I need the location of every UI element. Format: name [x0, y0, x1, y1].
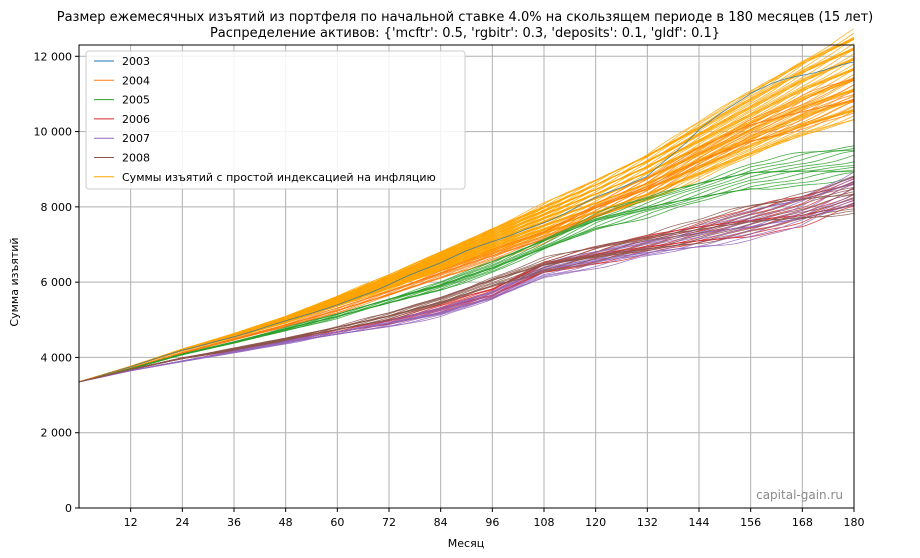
series-line-2007	[78, 186, 855, 383]
series-line-2005	[78, 149, 855, 383]
series-lines	[78, 28, 855, 383]
x-axis-label: Месяц	[448, 537, 484, 550]
legend-entry: 2003	[122, 55, 150, 68]
legend-entry: 2006	[122, 113, 150, 126]
y-tick-label: 8 000	[41, 201, 73, 214]
legend: 2003 2004 2005 2006 2007 2008 Суммы изъятий с …	[85, 50, 466, 190]
x-tick-label: 180	[844, 516, 865, 529]
x-tick-label: 120	[585, 516, 606, 529]
plot-frame	[78, 44, 855, 509]
y-axis-ticks: 0 2 000 4 000 6 000 8 000 10 000 12 000	[34, 50, 79, 515]
x-tick-label: 24	[175, 516, 189, 529]
series-line-2005	[78, 145, 855, 383]
series-line-2008	[78, 191, 855, 383]
x-tick-label: 36	[227, 516, 241, 529]
y-tick-label: 2 000	[41, 427, 73, 440]
chart-title: Размер ежемесячных изъятий из портфеля п…	[57, 10, 874, 25]
x-axis-ticks: 12 24 36 48 60 72 84 96 108 120 132 144 156 168 180	[124, 508, 865, 529]
series-line-2006	[78, 198, 855, 383]
legend-entry: 2008	[122, 152, 150, 165]
x-tick-label: 12	[124, 516, 138, 529]
series-line-2004	[78, 77, 855, 383]
x-tick-label: 72	[382, 516, 396, 529]
legend-entry: 2005	[122, 94, 150, 107]
series-line-2006	[78, 187, 855, 383]
series-line-2008	[78, 186, 855, 383]
y-tick-label: 12 000	[34, 50, 73, 63]
x-tick-label: 156	[740, 516, 761, 529]
x-tick-label: 168	[792, 516, 813, 529]
y-tick-label: 0	[65, 502, 72, 515]
x-tick-label: 48	[279, 516, 293, 529]
legend-box	[85, 50, 466, 190]
legend-entry: 2004	[122, 74, 150, 87]
x-tick-label: 108	[534, 516, 555, 529]
series-line-Суммы-изъятий-с-простой-индексацией-на-инфляцию	[78, 28, 855, 383]
series-line-2007	[78, 171, 855, 383]
x-tick-label: 144	[689, 516, 710, 529]
x-tick-label: 96	[485, 516, 499, 529]
x-tick-label: 60	[330, 516, 344, 529]
watermark: capital-gain.ru	[756, 488, 843, 502]
y-tick-label: 4 000	[41, 351, 73, 364]
x-tick-label: 84	[434, 516, 448, 529]
x-tick-label: 132	[637, 516, 658, 529]
legend-entry: Суммы изъятий с простой индексацией на и…	[122, 171, 436, 184]
legend-entry: 2007	[122, 132, 150, 145]
series-line-2008	[78, 175, 855, 383]
series-line-2003	[78, 61, 855, 383]
y-axis-label: Сумма изъятий	[8, 237, 21, 326]
chart-subtitle: Распределение активов: {'mcftr': 0.5, 'r…	[210, 26, 720, 41]
y-tick-label: 10 000	[34, 126, 73, 139]
y-tick-label: 6 000	[41, 276, 73, 289]
